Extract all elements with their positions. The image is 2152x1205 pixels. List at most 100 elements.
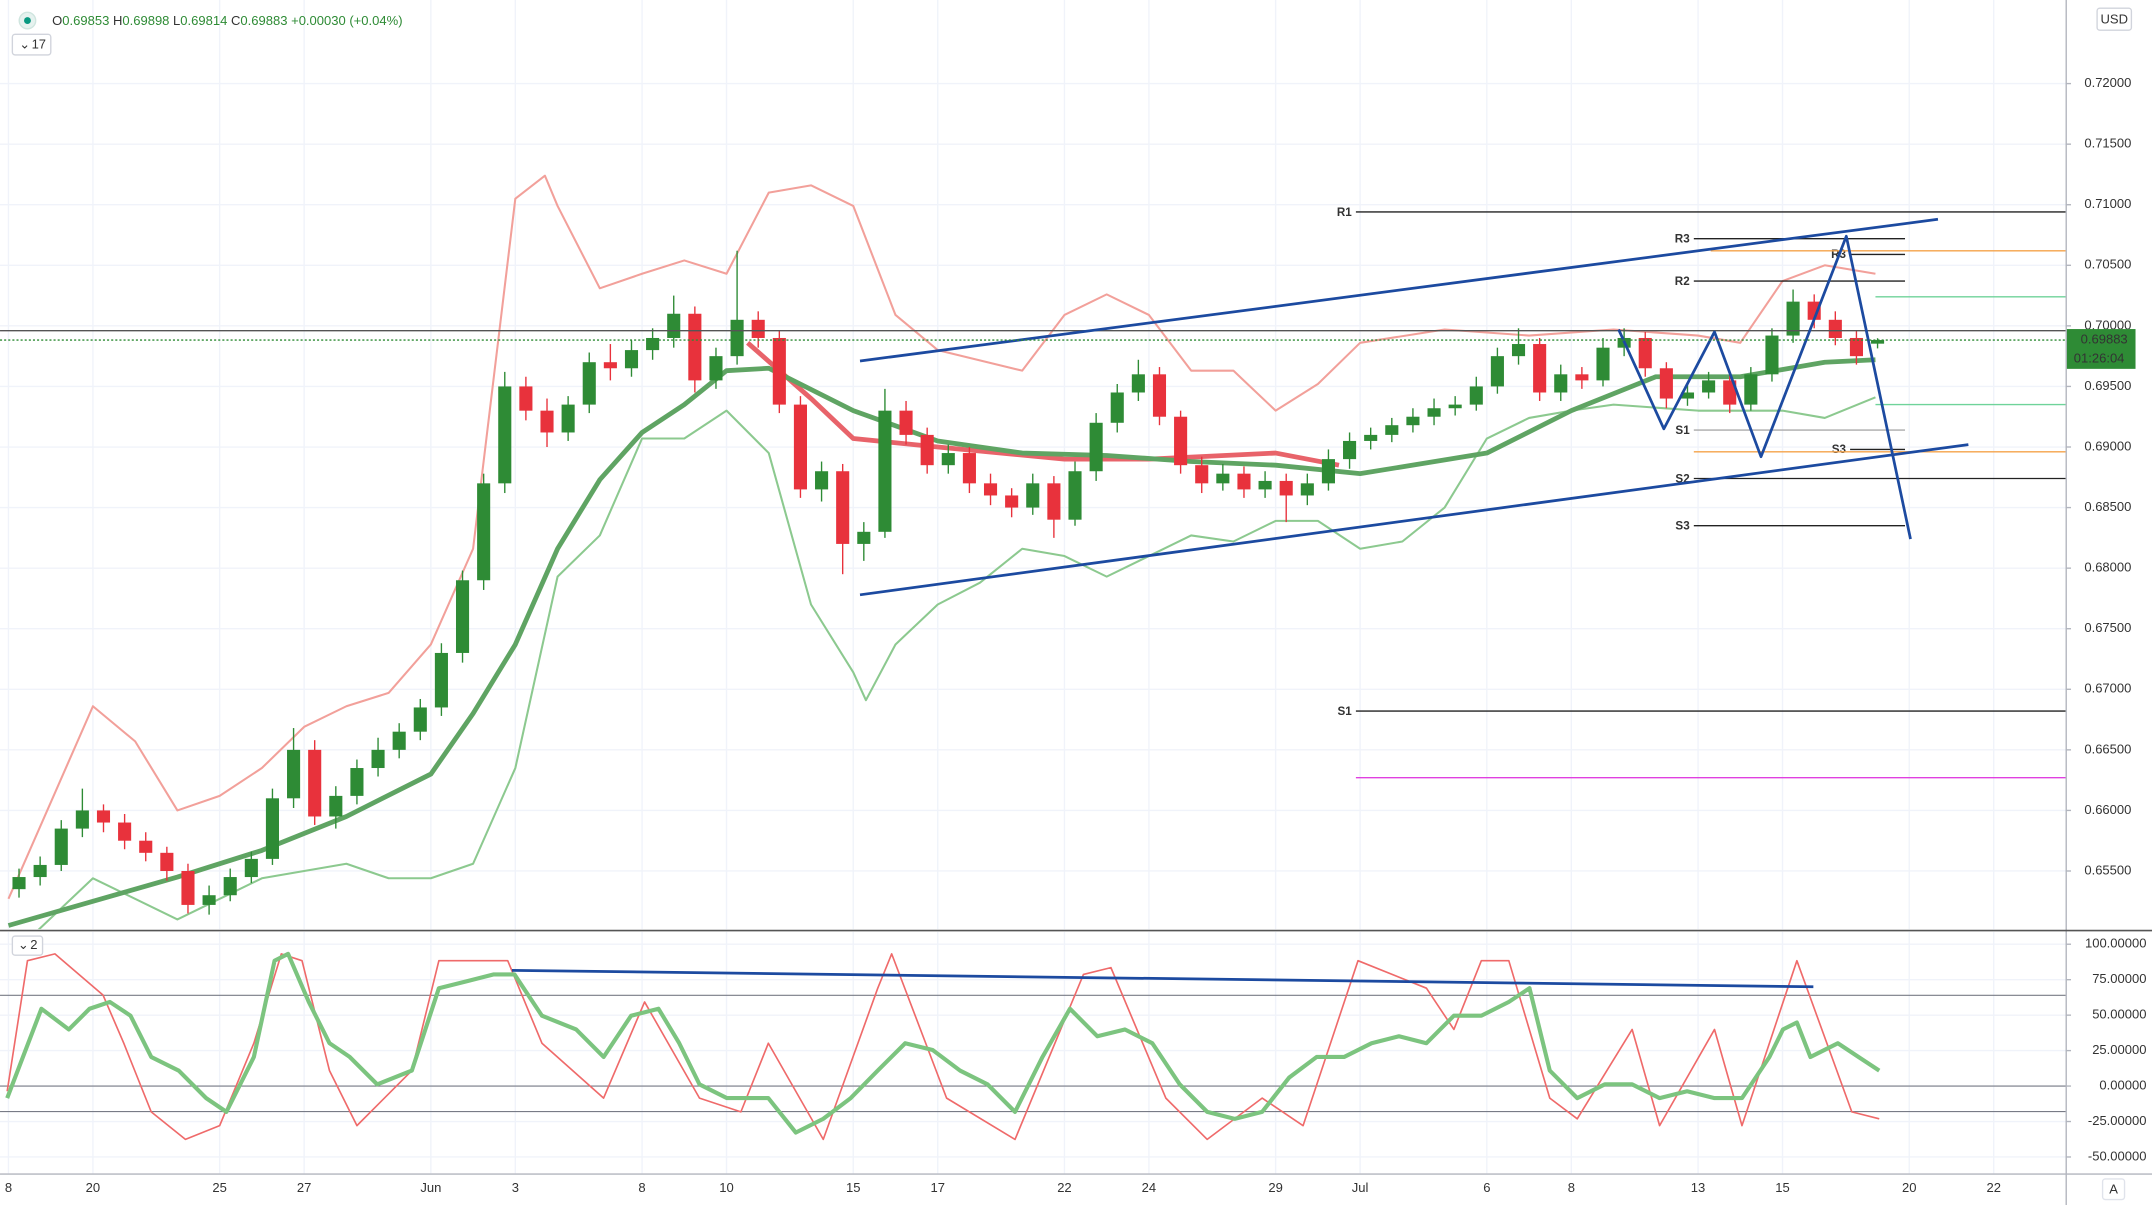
candle-body — [1385, 425, 1399, 435]
candle-body — [75, 810, 89, 829]
candle-body — [33, 864, 47, 878]
candle-body — [1026, 483, 1040, 508]
x-tick-label: 29 — [1268, 1180, 1282, 1195]
candle-body — [519, 386, 533, 411]
x-tick-label: 15 — [1775, 1180, 1789, 1195]
value: 0.69814 — [180, 13, 227, 28]
candle-body — [1723, 380, 1737, 405]
chevron: ⌄ — [18, 937, 29, 952]
candle-body — [160, 852, 174, 871]
candle-body — [54, 828, 68, 865]
candle-body — [667, 313, 681, 338]
y2-tick-label: 50.00000 — [2092, 1007, 2146, 1022]
trend-line — [859, 217, 1939, 363]
value: 0.69898 — [122, 13, 169, 28]
level-label: R2 — [1675, 275, 1690, 288]
x-tick-label: 3 — [512, 1180, 519, 1195]
level-label: S3 — [1832, 443, 1847, 456]
candle-body — [1110, 392, 1124, 423]
candle-body — [1575, 374, 1589, 381]
y-tick-label: 0.68000 — [2084, 560, 2131, 575]
change: +0.00030 (+0.04%) — [291, 13, 402, 28]
candle-body — [1427, 408, 1441, 417]
candle-body — [12, 877, 26, 890]
candle-body — [561, 404, 575, 433]
y-tick-label: 0.70500 — [2084, 257, 2131, 272]
candle-body — [1237, 473, 1251, 490]
y2-tick-label: 100.00000 — [2085, 936, 2147, 951]
y2-tick-label: -25.00000 — [2088, 1113, 2147, 1128]
candle-body — [772, 337, 786, 405]
y2-tick-label: 0.00000 — [2099, 1077, 2146, 1092]
currency-button[interactable] — [2096, 7, 2133, 31]
trend-line — [859, 443, 1969, 597]
candle-body — [1659, 368, 1673, 399]
y-tick-label: 0.69000 — [2084, 438, 2131, 453]
oscillator-button[interactable] — [11, 935, 44, 956]
candle-body — [1765, 335, 1779, 375]
candle-body — [1300, 483, 1314, 496]
y-tick-label: 0.70000 — [2084, 317, 2131, 332]
y-tick-label: 0.71000 — [2084, 196, 2131, 211]
x-tick-label: 8 — [638, 1180, 645, 1195]
interval-button[interactable] — [11, 33, 52, 56]
candle-body — [1828, 319, 1842, 338]
candle-body — [1533, 344, 1547, 393]
candle-body — [603, 362, 617, 369]
candle-body — [1702, 380, 1716, 393]
level-label: S1 — [1675, 424, 1690, 437]
y-tick-label: 0.72000 — [2084, 75, 2131, 90]
candle-body — [477, 483, 491, 581]
candle-body — [1343, 440, 1357, 460]
x-tick-label: 17 — [930, 1180, 944, 1195]
candle-body — [1554, 374, 1568, 393]
candle-body — [1216, 473, 1230, 484]
candle-body — [1680, 392, 1695, 399]
label: C — [231, 13, 240, 28]
auto-label: A — [2109, 1181, 2118, 1196]
label: H — [113, 13, 122, 28]
candle-body — [730, 319, 744, 357]
candle-body — [181, 870, 195, 905]
oscillator-line — [5, 951, 1881, 1135]
candle-body — [751, 319, 765, 338]
x-tick-label: 15 — [846, 1180, 860, 1195]
x-tick-label: 22 — [1986, 1180, 2000, 1195]
x-tick-label: 24 — [1142, 1180, 1156, 1195]
candle-body — [329, 795, 343, 817]
candle-body — [941, 453, 955, 466]
x-tick-label: 6 — [1483, 1180, 1490, 1195]
x-tick-label: 27 — [297, 1180, 311, 1195]
level-label: R3 — [1675, 232, 1690, 245]
indicator-line — [746, 341, 1340, 468]
y-tick-label: 0.68500 — [2084, 499, 2131, 514]
candle-body — [1195, 465, 1209, 484]
candle-body — [1469, 386, 1483, 405]
y-tick-label: 0.71500 — [2084, 136, 2131, 151]
indicator-line — [7, 357, 1876, 928]
candle-body — [498, 386, 512, 484]
y-tick-label: 0.66500 — [2084, 741, 2131, 756]
candle-body — [1068, 471, 1082, 520]
auto-button[interactable] — [2101, 1178, 2126, 1201]
candle-body — [624, 350, 639, 369]
candle-body — [540, 410, 554, 433]
candle-body — [455, 580, 470, 653]
candle-body — [1364, 434, 1378, 441]
currency-label: USD — [2101, 11, 2128, 26]
oscillator-label: 2 — [30, 937, 37, 952]
candle-body — [983, 483, 998, 496]
value: 0.69853 — [62, 13, 109, 28]
candle-body — [202, 895, 216, 905]
candle-body — [1005, 495, 1019, 508]
oscillator-line — [6, 953, 1880, 1141]
label: O — [52, 13, 62, 28]
candle-body — [1258, 480, 1272, 490]
candle-body — [287, 749, 301, 799]
x-tick-label: 22 — [1057, 1180, 1071, 1195]
candle-body — [857, 531, 871, 544]
x-tick-label: 20 — [86, 1180, 100, 1195]
